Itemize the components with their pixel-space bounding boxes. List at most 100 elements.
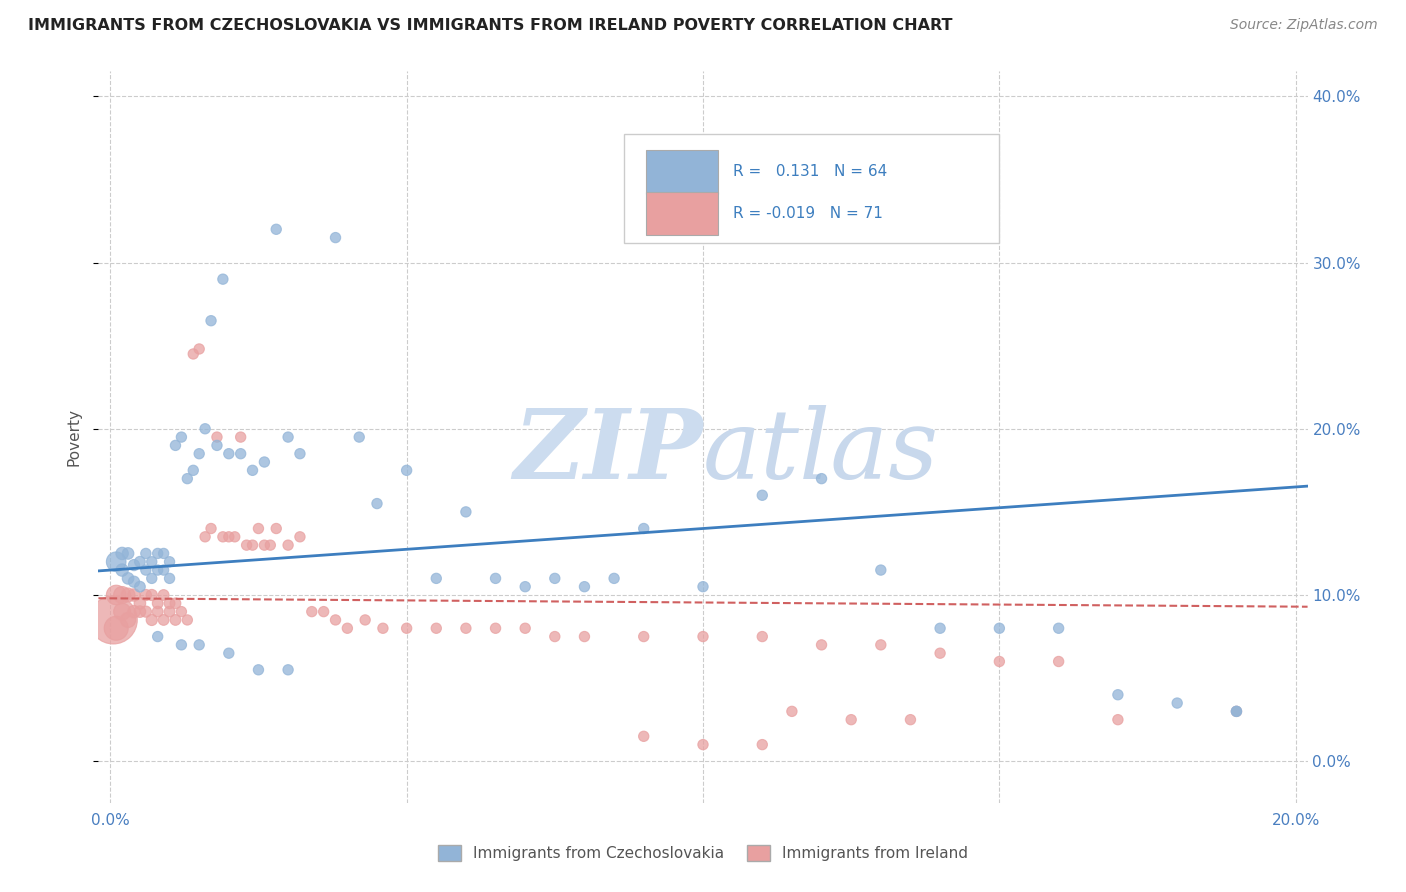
Point xyxy=(929,646,952,660)
Point xyxy=(165,596,187,610)
Point xyxy=(165,613,187,627)
Point xyxy=(122,588,145,602)
Point xyxy=(325,613,347,627)
Point xyxy=(242,463,264,477)
Point xyxy=(117,613,139,627)
Point xyxy=(212,272,235,286)
Point xyxy=(259,538,281,552)
Point xyxy=(111,546,134,560)
Point xyxy=(425,571,447,585)
Point xyxy=(188,447,211,461)
Point xyxy=(454,505,477,519)
Point xyxy=(395,463,418,477)
Point xyxy=(170,638,193,652)
Point xyxy=(117,571,139,585)
Point xyxy=(170,430,193,444)
Point xyxy=(152,613,174,627)
Point xyxy=(692,630,714,644)
Point xyxy=(141,613,163,627)
Point xyxy=(122,574,145,589)
Point xyxy=(277,663,299,677)
Point xyxy=(229,447,252,461)
Point xyxy=(1166,696,1188,710)
Point xyxy=(165,438,187,452)
Point xyxy=(181,347,204,361)
Point xyxy=(141,555,163,569)
Point xyxy=(988,655,1011,669)
Text: IMMIGRANTS FROM CZECHOSLOVAKIA VS IMMIGRANTS FROM IRELAND POVERTY CORRELATION CH: IMMIGRANTS FROM CZECHOSLOVAKIA VS IMMIGR… xyxy=(28,18,953,33)
Point xyxy=(544,571,567,585)
Point xyxy=(146,630,169,644)
Point xyxy=(1107,713,1129,727)
Point xyxy=(129,555,152,569)
Point xyxy=(212,530,235,544)
Point xyxy=(515,621,537,635)
Point xyxy=(633,729,655,743)
Point xyxy=(200,521,222,535)
Point xyxy=(218,530,240,544)
Point xyxy=(325,230,347,244)
Point xyxy=(129,580,152,594)
Point xyxy=(574,580,596,594)
Point xyxy=(1107,688,1129,702)
Point xyxy=(484,571,506,585)
Point xyxy=(247,521,270,535)
Point xyxy=(810,638,832,652)
Point xyxy=(152,588,174,602)
Point xyxy=(170,605,193,619)
Point xyxy=(188,342,211,356)
Point xyxy=(176,472,198,486)
Point xyxy=(135,605,157,619)
Text: ZIP: ZIP xyxy=(513,405,703,499)
Point xyxy=(105,555,128,569)
Point xyxy=(159,571,181,585)
Point xyxy=(1225,705,1247,719)
Point xyxy=(224,530,246,544)
Point xyxy=(395,621,418,635)
FancyBboxPatch shape xyxy=(647,192,717,235)
Point xyxy=(1225,705,1247,719)
Point xyxy=(111,563,134,577)
FancyBboxPatch shape xyxy=(647,151,717,194)
Point xyxy=(105,588,128,602)
Point xyxy=(633,521,655,535)
Point xyxy=(122,558,145,573)
Point xyxy=(111,588,134,602)
Point xyxy=(810,472,832,486)
Text: Source: ZipAtlas.com: Source: ZipAtlas.com xyxy=(1230,18,1378,32)
Point xyxy=(129,605,152,619)
Point xyxy=(146,596,169,610)
Point xyxy=(264,521,287,535)
Point xyxy=(117,546,139,560)
Point xyxy=(366,497,388,511)
Point xyxy=(264,222,287,236)
Point xyxy=(544,630,567,644)
Point xyxy=(218,646,240,660)
Point xyxy=(129,596,152,610)
Point xyxy=(839,713,862,727)
Point xyxy=(111,605,134,619)
Point xyxy=(869,563,891,577)
Point xyxy=(253,538,276,552)
Point xyxy=(194,422,217,436)
Point xyxy=(205,438,228,452)
Point xyxy=(188,638,211,652)
Point xyxy=(484,621,506,635)
Point xyxy=(141,571,163,585)
FancyBboxPatch shape xyxy=(624,134,1000,244)
Point xyxy=(751,488,773,502)
Point xyxy=(194,530,217,544)
Point xyxy=(336,621,359,635)
Point xyxy=(312,605,335,619)
Point xyxy=(425,621,447,635)
Point xyxy=(176,613,198,627)
Point xyxy=(229,430,252,444)
Point xyxy=(354,613,377,627)
Point xyxy=(152,546,174,560)
Point xyxy=(117,588,139,602)
Text: R =   0.131   N = 64: R = 0.131 N = 64 xyxy=(734,164,887,179)
Point xyxy=(205,430,228,444)
Point xyxy=(692,580,714,594)
Legend: Immigrants from Czechoslovakia, Immigrants from Ireland: Immigrants from Czechoslovakia, Immigran… xyxy=(437,845,969,861)
Text: atlas: atlas xyxy=(703,405,939,499)
